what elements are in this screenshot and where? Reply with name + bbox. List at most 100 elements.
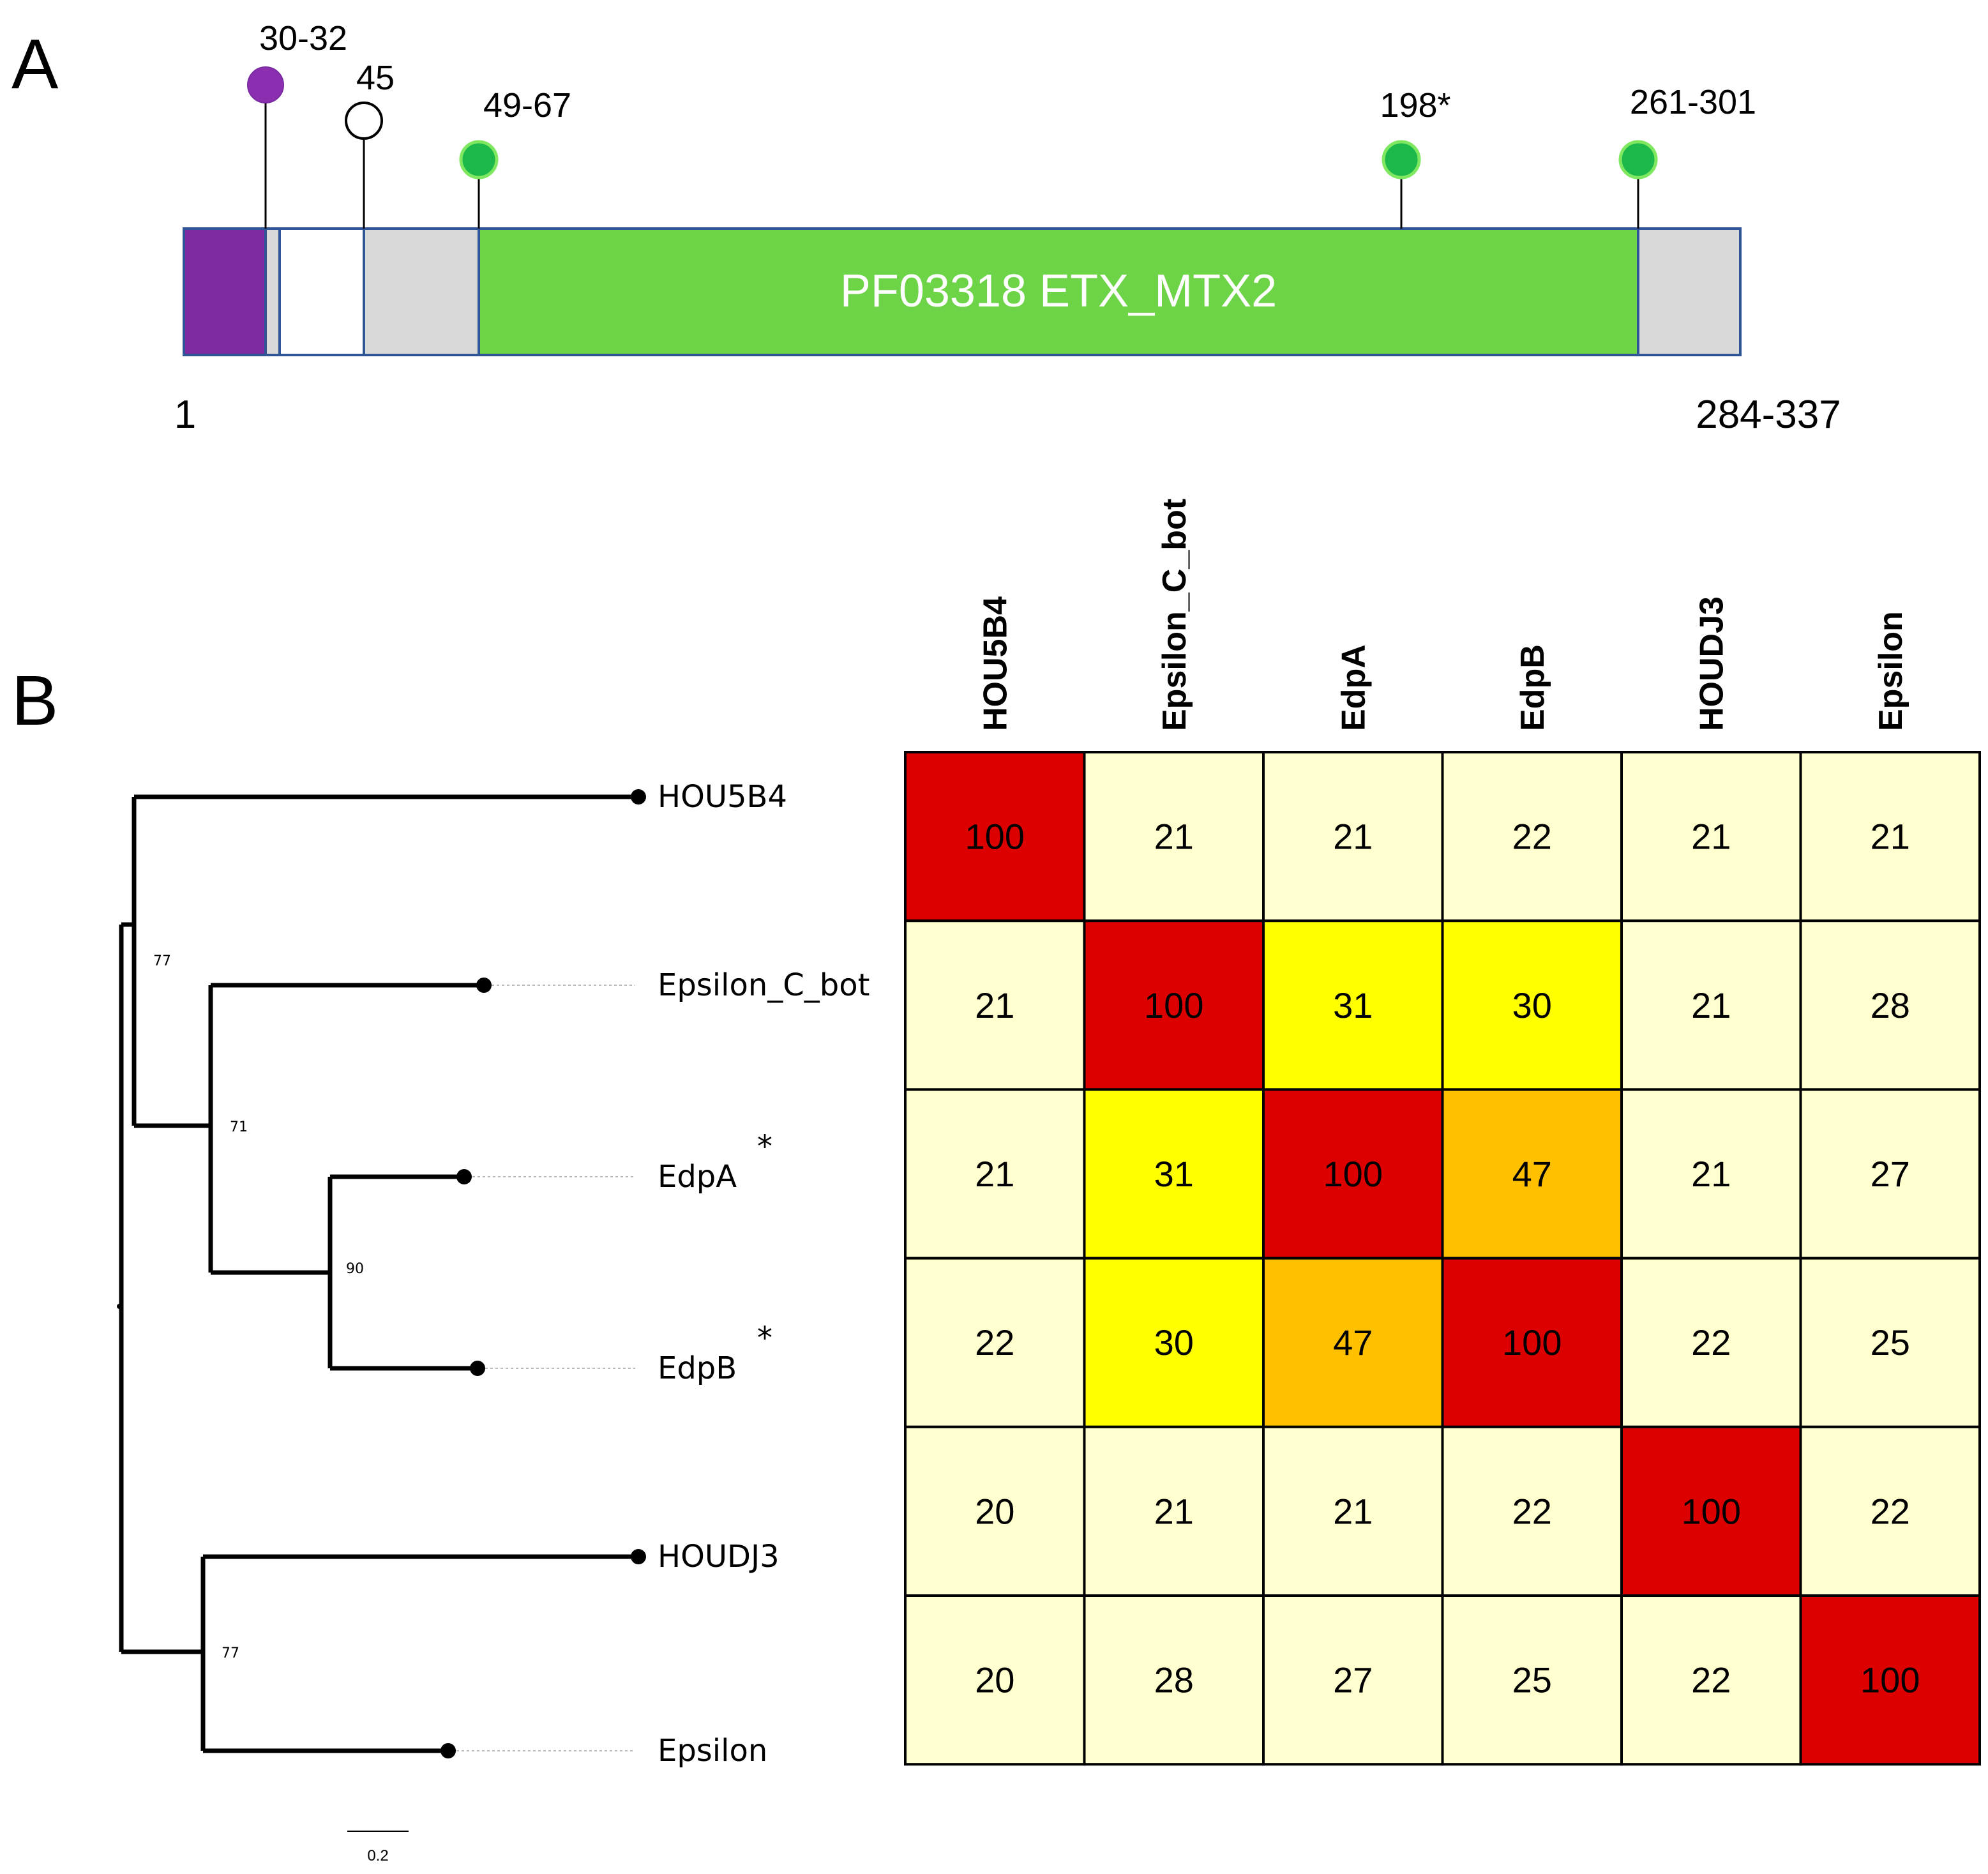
matrix-cell xyxy=(1799,751,1981,923)
matrix-cell-value: 20 xyxy=(975,1660,1014,1700)
leaf-label-edpb: EdpB xyxy=(658,1350,737,1386)
matrix-cell-value: 47 xyxy=(1333,1322,1373,1363)
site-marker-261-301 xyxy=(1618,140,1658,179)
bootstrap-value: 77 xyxy=(222,1645,239,1661)
leaf-label-edpa: EdpA xyxy=(658,1159,737,1195)
leaf-asterisk-edpa: * xyxy=(757,1129,772,1165)
phylogenetic-tree xyxy=(119,794,638,1753)
matrix-cell-value: 27 xyxy=(1333,1660,1373,1700)
panel-b-label: B xyxy=(11,661,58,740)
matrix-cell-value: 21 xyxy=(1691,817,1731,857)
matrix-cell xyxy=(1262,1088,1444,1260)
leaf-label-epsilon-c-bot: Epsilon_C_bot xyxy=(658,967,870,1003)
matrix-cell-value: 21 xyxy=(975,985,1014,1025)
site-marker-30-32 xyxy=(247,66,284,103)
matrix-cell-value: 21 xyxy=(975,1154,1014,1194)
matrix-cell-value: 30 xyxy=(1154,1322,1194,1363)
site-marker-198 xyxy=(1382,140,1421,179)
leaf-tip xyxy=(456,1169,472,1184)
matrix-cell xyxy=(904,919,1086,1091)
matrix-cell xyxy=(904,1257,1086,1428)
matrix-cell xyxy=(1799,1594,1981,1766)
matrix-cell xyxy=(904,1425,1086,1598)
matrix-cell-value: 22 xyxy=(1512,1491,1552,1531)
bootstrap-value: 71 xyxy=(230,1119,248,1135)
protein-architecture: PF03318 ETX_MTX2 xyxy=(183,227,1742,356)
matrix-cell xyxy=(1262,751,1444,923)
matrix-cell xyxy=(904,751,1086,923)
matrix-cell xyxy=(1441,1257,1623,1428)
matrix-cell xyxy=(1262,919,1444,1091)
matrix-cell-value: 25 xyxy=(1871,1322,1910,1363)
panel-a-label: A xyxy=(11,25,59,103)
matrix-cell xyxy=(1083,919,1265,1091)
matrix-cell-value: 22 xyxy=(1512,817,1552,857)
matrix-cell xyxy=(1441,919,1623,1091)
matrix-column-headers: HOU5B4 Epsilon_C_bot EdpA EdpB HOUDJ3 Epsilon xyxy=(977,499,1909,731)
matrix-cell-value: 21 xyxy=(1154,817,1194,857)
tree-leader-lines xyxy=(456,985,635,1751)
leaf-tip xyxy=(441,1743,456,1758)
matrix-cell-value: 100 xyxy=(1323,1154,1383,1194)
leaf-label-hou5b4: HOU5B4 xyxy=(658,779,787,815)
matrix-cell-value: 27 xyxy=(1871,1154,1910,1194)
bootstrap-value: 90 xyxy=(346,1261,364,1277)
matrix-cell-value: 21 xyxy=(1333,1491,1373,1531)
matrix-cell xyxy=(1083,1088,1265,1260)
matrix-cell xyxy=(1083,1257,1265,1428)
end-position-label: 284-337 xyxy=(1696,393,1841,437)
leaf-tip xyxy=(476,978,492,993)
site-label-30-32: 30-32 xyxy=(259,19,347,57)
matrix-cell xyxy=(1083,751,1265,923)
leaf-label-houdj3: HOUDJ3 xyxy=(658,1539,779,1575)
etx-mtx2-domain xyxy=(478,227,1639,356)
matrix-cell xyxy=(1799,1257,1981,1428)
leaf-tip xyxy=(631,789,646,805)
site-markers: 30-32 45 49-67 198* 261-301 xyxy=(247,19,1756,229)
matrix-cell-value: 47 xyxy=(1512,1154,1552,1194)
matrix-column-header: Epsilon_C_bot xyxy=(1156,499,1193,731)
matrix-column-header: Epsilon xyxy=(1872,611,1909,731)
tree-leaf-tips xyxy=(441,789,646,1758)
matrix-cell-value: 100 xyxy=(965,817,1025,857)
signal-peptide-region xyxy=(183,227,267,356)
identity-matrix: 100 21 21 22 21 21 21 100 31 30 21 28 21 31 100 47 21 27 2… xyxy=(904,751,1981,1766)
matrix-cell xyxy=(1620,1257,1802,1428)
matrix-cell xyxy=(1083,1594,1265,1766)
start-position-label: 1 xyxy=(174,393,196,437)
matrix-cell xyxy=(1441,1425,1623,1598)
matrix-cell-value: 31 xyxy=(1333,985,1373,1025)
leaf-tip xyxy=(470,1361,485,1376)
leaf-label-epsilon: Epsilon xyxy=(658,1733,767,1769)
site-marker-49-67 xyxy=(459,140,499,179)
matrix-cell-value: 21 xyxy=(1691,1154,1731,1194)
leaf-tip xyxy=(631,1549,646,1564)
site-label-49-67: 49-67 xyxy=(483,86,571,125)
matrix-cell-value: 21 xyxy=(1691,985,1731,1025)
site-label-45: 45 xyxy=(356,59,395,97)
matrix-cell-value: 22 xyxy=(1691,1322,1731,1363)
tree-root-dot xyxy=(117,1304,122,1309)
matrix-cell-value: 21 xyxy=(1154,1491,1194,1531)
matrix-cell-value: 20 xyxy=(975,1491,1014,1531)
matrix-cell xyxy=(1620,1594,1802,1766)
scale-bar-label: 0.2 xyxy=(367,1847,388,1864)
bootstrap-value: 77 xyxy=(153,953,171,969)
matrix-column-header: HOU5B4 xyxy=(977,596,1014,731)
matrix-cell-value: 22 xyxy=(1871,1491,1910,1531)
site-label-198: 198* xyxy=(1380,86,1450,125)
matrix-cell-value: 100 xyxy=(1860,1660,1920,1700)
matrix-cell-value: 30 xyxy=(1512,985,1552,1025)
matrix-cell-value: 22 xyxy=(975,1322,1014,1363)
matrix-cell-value: 28 xyxy=(1871,985,1910,1025)
matrix-column-header: EdpA xyxy=(1335,644,1372,731)
matrix-cell-value: 28 xyxy=(1154,1660,1194,1700)
matrix-cell-value: 31 xyxy=(1154,1154,1194,1194)
matrix-cell xyxy=(1441,1594,1623,1766)
matrix-cell-value: 100 xyxy=(1144,985,1203,1025)
site-label-261-301: 261-301 xyxy=(1630,83,1756,121)
matrix-cell-value: 21 xyxy=(1871,817,1910,857)
matrix-cell xyxy=(1441,1088,1623,1260)
matrix-cell-value: 21 xyxy=(1333,817,1373,857)
